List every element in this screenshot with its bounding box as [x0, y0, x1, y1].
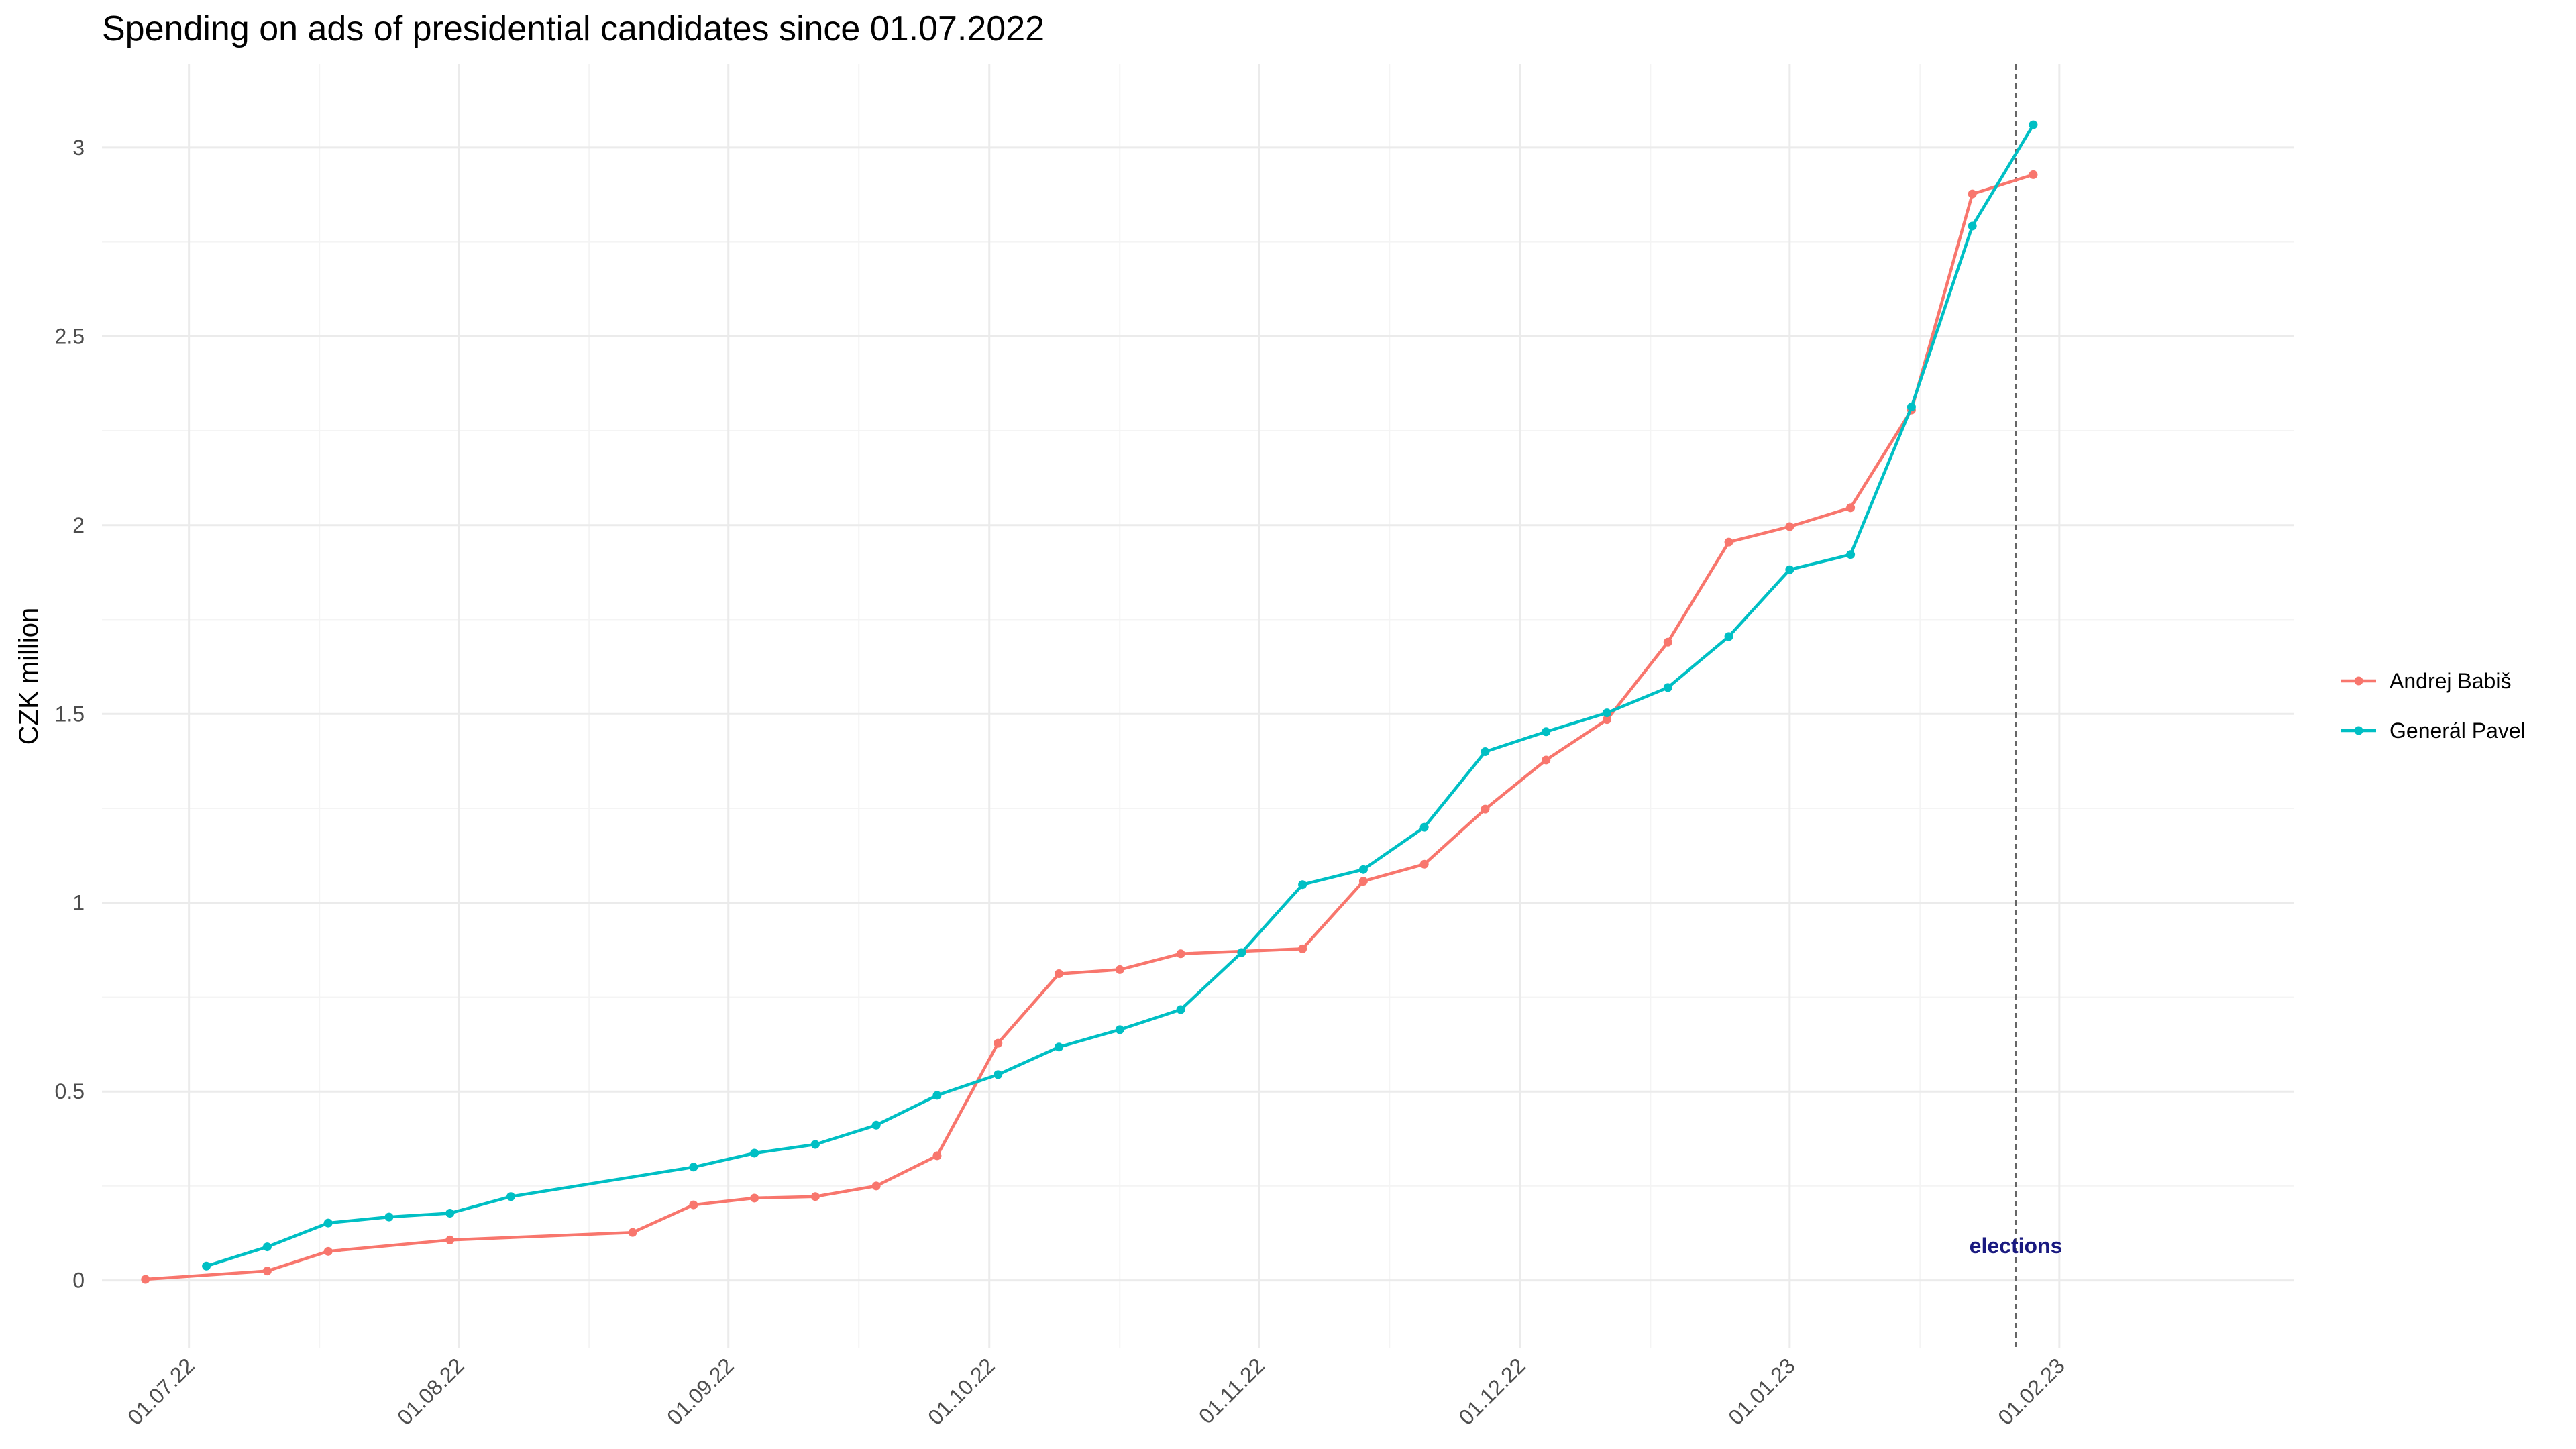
- data-point: [1785, 522, 1794, 531]
- data-point: [1542, 727, 1551, 737]
- data-point: [689, 1163, 698, 1172]
- series-1: [141, 170, 2038, 1284]
- data-point: [384, 1212, 394, 1222]
- data-point: [1298, 944, 1307, 953]
- elections-marker: elections: [1970, 64, 2063, 1348]
- data-point: [750, 1193, 759, 1203]
- y-tick-label: 1: [72, 891, 85, 915]
- y-tick-label: 1.5: [55, 702, 85, 726]
- data-point: [1115, 965, 1124, 974]
- data-point: [1542, 755, 1551, 765]
- data-point: [1724, 537, 1733, 547]
- x-tick-label: 01.10.22: [923, 1353, 1000, 1430]
- legend: Andrej Babiš Generál Pavel: [2341, 669, 2526, 743]
- data-point: [871, 1120, 881, 1130]
- y-tick-label: 2.5: [55, 324, 85, 348]
- data-point: [323, 1218, 333, 1228]
- series-2: [202, 120, 2038, 1271]
- data-point: [1907, 402, 1916, 412]
- data-point: [262, 1242, 272, 1252]
- data-point: [1358, 865, 1368, 874]
- data-point: [994, 1070, 1003, 1079]
- elections-label: elections: [1970, 1234, 2063, 1258]
- y-tick-label: 2: [72, 513, 85, 537]
- data-point: [1785, 565, 1794, 574]
- x-tick-label: 01.11.22: [1194, 1353, 1269, 1428]
- data-point: [932, 1091, 942, 1100]
- data-point: [1846, 550, 1856, 559]
- data-point: [1115, 1025, 1124, 1034]
- y-axis-ticks: 0 0.5 1 1.5 2 2.5 3: [55, 136, 85, 1293]
- data-point: [1724, 632, 1733, 641]
- data-point: [689, 1200, 698, 1210]
- data-point: [1481, 747, 1490, 757]
- data-point: [1298, 880, 1307, 890]
- y-tick-label: 3: [72, 136, 85, 160]
- data-point: [932, 1151, 942, 1161]
- data-point: [445, 1235, 455, 1244]
- data-point: [262, 1267, 272, 1276]
- data-point: [1176, 949, 1185, 959]
- data-point: [810, 1192, 820, 1201]
- data-point: [1419, 822, 1429, 832]
- chart-title: Spending on ads of presidential candidat…: [102, 9, 1044, 48]
- data-point: [871, 1181, 881, 1191]
- data-point: [1237, 948, 1246, 957]
- x-tick-label: 01.07.22: [123, 1353, 199, 1430]
- x-tick-label: 01.02.23: [1993, 1353, 2070, 1430]
- data-point: [750, 1148, 759, 1158]
- data-point: [1663, 683, 1672, 692]
- x-tick-label: 01.08.22: [392, 1353, 469, 1430]
- data-point: [2029, 170, 2038, 179]
- data-point: [323, 1246, 333, 1256]
- major-gridlines: [102, 64, 2294, 1348]
- data-point: [141, 1275, 150, 1284]
- data-point: [1419, 859, 1429, 869]
- x-tick-label: 01.01.23: [1723, 1353, 1800, 1430]
- data-point: [1481, 804, 1490, 814]
- data-point: [1055, 1042, 1064, 1052]
- series-line: [145, 173, 2034, 1281]
- data-point: [1358, 877, 1368, 886]
- y-tick-label: 0.5: [55, 1079, 85, 1104]
- data-point: [628, 1228, 637, 1237]
- data-point: [1968, 221, 1977, 231]
- data-point: [1176, 1005, 1185, 1014]
- data-point: [1846, 503, 1856, 513]
- x-tick-label: 01.12.22: [1454, 1353, 1530, 1430]
- data-point: [202, 1261, 211, 1271]
- data-point: [1603, 715, 1612, 724]
- legend-label: Generál Pavel: [2390, 718, 2526, 743]
- data-point: [994, 1038, 1003, 1048]
- data-point: [810, 1140, 820, 1149]
- legend-key-point: [2354, 726, 2363, 735]
- y-tick-label: 0: [72, 1269, 85, 1293]
- data-point: [1968, 189, 1977, 199]
- data-point: [1603, 708, 1612, 718]
- data-point: [1055, 969, 1064, 979]
- data-point: [1663, 637, 1672, 647]
- y-axis-label: CZK million: [14, 608, 44, 745]
- x-tick-label: 01.09.22: [662, 1353, 739, 1430]
- data-point: [506, 1192, 516, 1201]
- data-point: [445, 1208, 455, 1218]
- data-point: [2029, 120, 2038, 129]
- x-axis-ticks: 01.07.22 01.08.22 01.09.22 01.10.22 01.11.22…: [123, 1353, 2070, 1430]
- legend-key-point: [2354, 676, 2363, 686]
- legend-label: Andrej Babiš: [2390, 669, 2511, 693]
- series-lines: [141, 120, 2038, 1284]
- minor-gridlines: [102, 64, 2294, 1348]
